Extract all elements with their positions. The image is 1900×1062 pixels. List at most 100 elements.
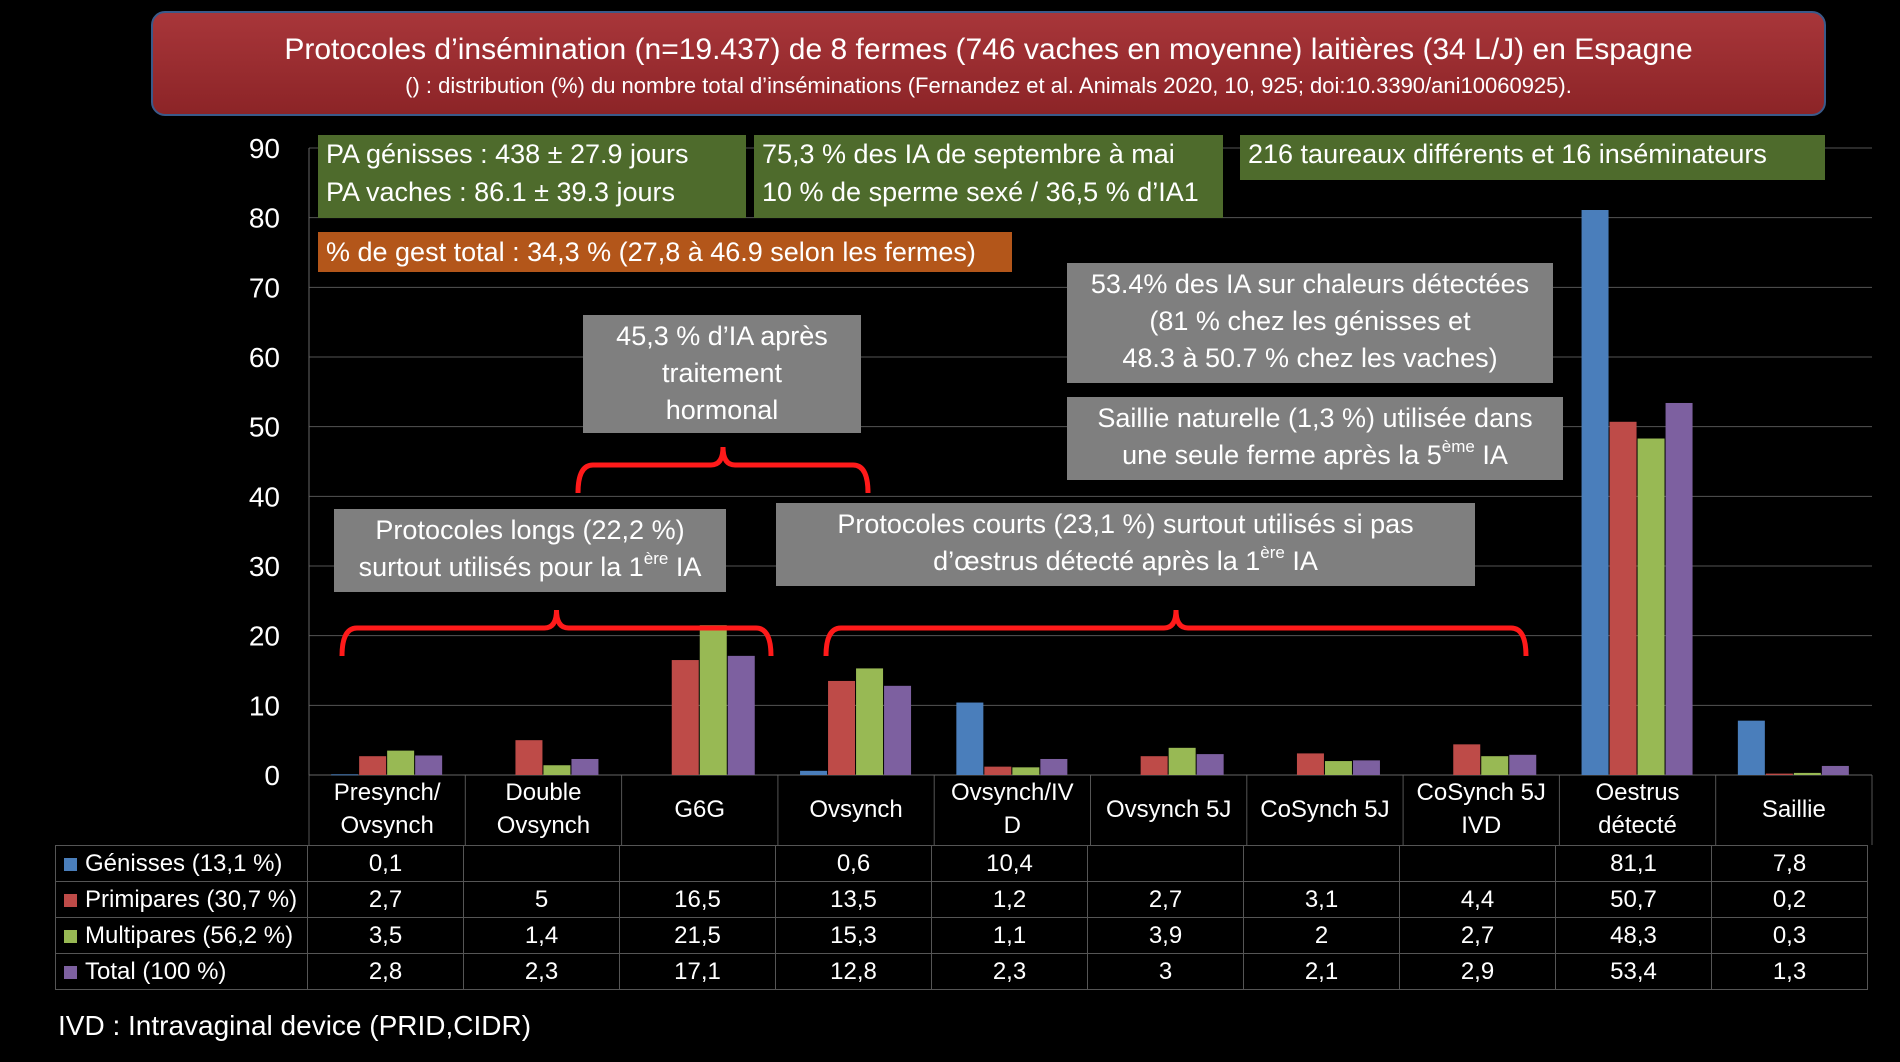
category-label-line: D — [1003, 812, 1021, 839]
courts-line2-sup: ère — [1260, 543, 1285, 562]
table-cell: 2,3 — [463, 953, 620, 990]
legend-entry: Multipares (56,2 %) — [55, 917, 308, 954]
y-tick-label: 60 — [249, 342, 280, 373]
bar-multipares — [1012, 767, 1040, 775]
bar-primipares — [515, 740, 543, 775]
category-label: Presynch/Ovsynch — [309, 776, 465, 844]
courts-line2-post: IA — [1284, 546, 1318, 576]
bar-primipares — [1453, 744, 1481, 775]
table-cell — [1399, 845, 1556, 882]
bar-primipares — [1296, 753, 1324, 775]
bar-genisses — [1581, 210, 1609, 776]
table-cell: 50,7 — [1555, 881, 1712, 918]
longs-line2-sup: ère — [643, 549, 669, 568]
category-label: Ovsynch/IV D — [934, 776, 1090, 844]
courts-line2: d’œstrus détecté après la 1ère IA — [784, 543, 1467, 580]
bars — [331, 210, 1849, 776]
longs-line1: Protocoles longs (22,2 %) — [375, 515, 685, 545]
longs-line2-post: IA — [668, 552, 702, 582]
table-row: Multipares (56,2 %) 3,5 1,4 21,5 15,3 1,1 3,9 2… — [55, 917, 1868, 954]
category-label-line: CoSynch 5J — [1416, 779, 1546, 806]
table-cell — [1087, 845, 1244, 882]
bar-genisses — [956, 702, 984, 775]
gest-text: % de gest total : 34,3 % (27,8 à 46.9 se… — [326, 237, 976, 267]
y-tick-label: 30 — [249, 551, 280, 582]
table-cell — [1243, 845, 1400, 882]
table-cell: 81,1 — [1555, 845, 1712, 882]
category-label-line: Ovsynch — [340, 812, 434, 839]
category-label-line: Oestrus — [1595, 779, 1680, 806]
table-cell: 13,5 — [775, 881, 932, 918]
bar-total — [1665, 402, 1693, 775]
legend-swatch — [64, 893, 77, 907]
hormonal-box: 45,3 % d’IA après traitement hormonal — [583, 315, 861, 433]
category-label: Ovsynch — [778, 776, 934, 844]
legend-entry: Primipares (30,7 %) — [55, 881, 308, 918]
table-cell: 7,8 — [1711, 845, 1868, 882]
category-label: CoSynch 5J IVD — [1403, 776, 1559, 844]
legend-swatch — [64, 965, 77, 979]
bar-total — [1196, 754, 1224, 775]
bar-genisses — [800, 770, 828, 775]
longs-box: Protocoles longs (22,2 %) surtout utilis… — [334, 509, 726, 592]
saillie-line1: Saillie naturelle (1,3 %) utilisée dans — [1097, 403, 1533, 433]
bar-primipares — [828, 680, 856, 775]
bar-total — [571, 758, 599, 775]
category-label-line: IVD — [1461, 812, 1502, 839]
saillie-line2-post: IA — [1474, 440, 1508, 470]
legend-entry: Total (100 %) — [55, 953, 308, 990]
hormonal-line3: hormonal — [665, 395, 779, 425]
category-label: Saillie — [1716, 776, 1872, 844]
category-label-line: Ovsynch — [496, 812, 591, 839]
bar-total — [1352, 760, 1380, 775]
table-row: Génisses (13,1 %) 0,1 0,6 10,4 81,1 7,8 — [55, 845, 1868, 882]
bar-total — [884, 685, 912, 775]
bar-primipares — [984, 766, 1012, 775]
y-tick-label: 70 — [249, 272, 280, 303]
courts-line1: Protocoles courts (23,1 %) surtout utili… — [837, 509, 1414, 539]
legend-entry: Génisses (13,1 %) — [55, 845, 308, 882]
hormonal-line2: traitement — [661, 358, 783, 388]
bar-primipares — [1765, 773, 1793, 775]
category-label-line: G6G — [674, 796, 726, 823]
hormonal-line1: 45,3 % d’IA après — [616, 321, 828, 351]
table-cell: 0,6 — [775, 845, 932, 882]
bar-multipares — [1168, 747, 1196, 775]
legend-label: Génisses (13,1 %) — [85, 849, 283, 877]
y-tick-label: 0 — [264, 760, 280, 791]
bar-total — [727, 655, 755, 775]
footnote: IVD : Intravaginal device (PRID,CIDR) — [58, 1010, 532, 1041]
category-label: G6G — [622, 776, 778, 844]
table-cell — [463, 845, 620, 882]
category-label-line: Saillie — [1761, 796, 1826, 823]
category-label-line: Ovsynch/IV — [950, 779, 1074, 806]
ia-season-text: 75,3 % des IA de septembre à mai — [762, 139, 1175, 169]
bar-total — [1509, 754, 1537, 775]
table-cell: 53,4 — [1555, 953, 1712, 990]
table-cell: 2,7 — [307, 881, 464, 918]
ia-box: 75,3 % des IA de septembre à mai 10 % de… — [754, 135, 1223, 218]
y-tick-label: 20 — [249, 621, 280, 652]
bracket-protocoles-courts — [823, 609, 1529, 657]
table-cell: 0,3 — [1711, 917, 1868, 954]
category-label-line: CoSynch 5J — [1260, 796, 1390, 823]
saillie-box: Saillie naturelle (1,3 %) utilisée dans … — [1067, 397, 1563, 480]
category-label: CoSynch 5J — [1247, 776, 1403, 844]
table-cell: 2,3 — [931, 953, 1088, 990]
bar-multipares — [699, 625, 727, 775]
category-label: Oestrus détecté — [1559, 776, 1715, 844]
table-cell: 1,3 — [1711, 953, 1868, 990]
table-cell: 2,9 — [1399, 953, 1556, 990]
legend-label: Multipares (56,2 %) — [85, 921, 294, 949]
bracket-protocoles-longs — [339, 609, 774, 657]
category-label-line: Double — [505, 779, 582, 806]
title-banner: Protocoles d’insémination (n=19.437) de … — [151, 11, 1826, 116]
taureaux-text: 216 taureaux différents et 16 inséminate… — [1248, 139, 1767, 169]
y-tick-label: 80 — [249, 203, 280, 234]
bar-primipares — [1609, 421, 1637, 775]
bar-multipares — [1324, 761, 1352, 775]
pa-box: PA génisses : 438 ± 27.9 jours PA vaches… — [318, 135, 746, 218]
table-cell: 21,5 — [619, 917, 776, 954]
bar-primipares — [671, 660, 699, 775]
bar-multipares — [543, 765, 571, 775]
